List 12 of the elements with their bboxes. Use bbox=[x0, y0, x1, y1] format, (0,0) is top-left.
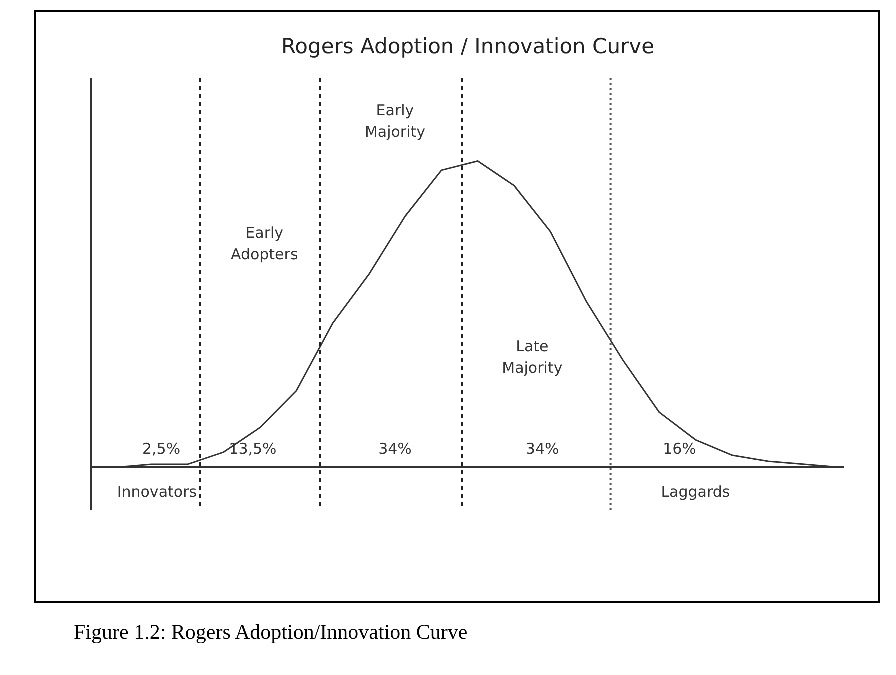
annotation: 34% bbox=[378, 440, 412, 458]
caption: Figure 1.2: Rogers Adoption/Innovation Curve bbox=[74, 619, 468, 646]
annotation: 2,5% bbox=[142, 440, 181, 458]
annotation: Early Adopters bbox=[230, 224, 298, 264]
annotation: Late Majority bbox=[502, 338, 563, 378]
annotation: 16% bbox=[663, 440, 696, 458]
annotation: 13,5% bbox=[229, 440, 277, 458]
text: Innovators bbox=[117, 483, 198, 502]
text: Laggards bbox=[661, 483, 730, 502]
text: Early Majority bbox=[364, 102, 426, 142]
chart-title: Rogers Adoption / Innovation Curve bbox=[282, 34, 654, 58]
annotation: 34% bbox=[526, 440, 560, 458]
